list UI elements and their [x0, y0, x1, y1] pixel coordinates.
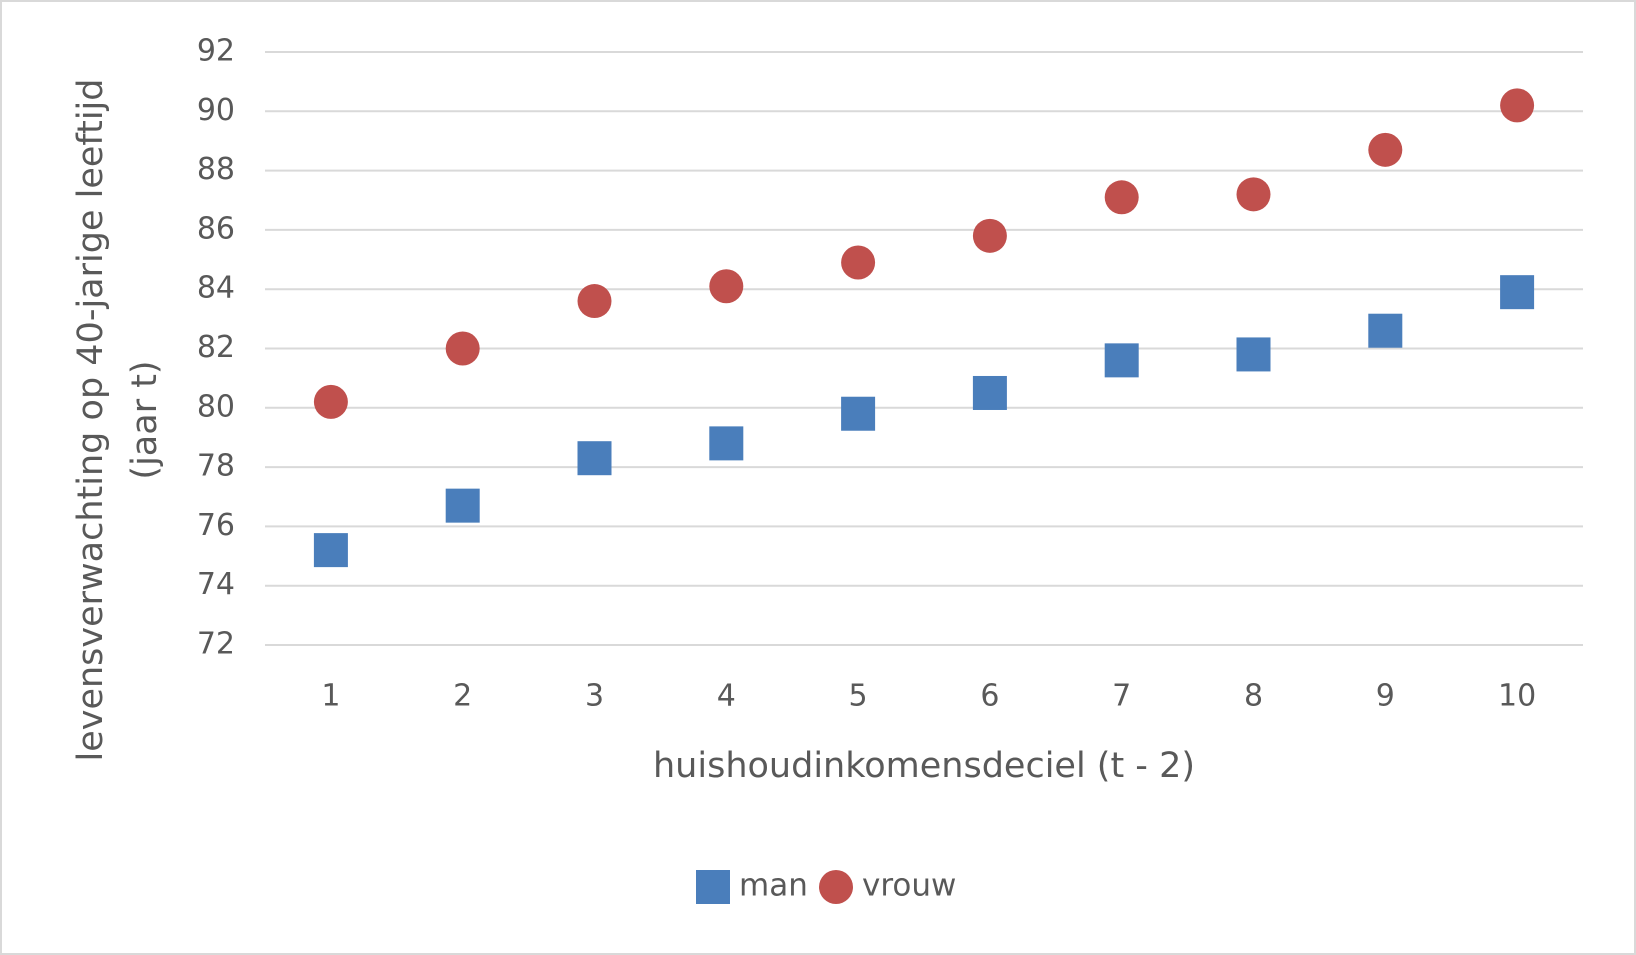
y-tick-label: 86	[197, 211, 235, 246]
point	[972, 375, 1007, 410]
y-tick-label: 82	[197, 330, 235, 365]
y-axis-title: levensverwachting op 40-jarige leeftijd	[71, 79, 111, 762]
x-tick-label: 1	[321, 679, 340, 714]
point	[1236, 337, 1271, 372]
point	[577, 284, 612, 319]
point	[577, 441, 612, 476]
y-tick-label: 72	[197, 627, 235, 662]
point	[1500, 275, 1535, 310]
point	[841, 245, 876, 280]
y-tick-label: 78	[197, 449, 235, 484]
x-tick-label: 6	[980, 679, 999, 714]
y-tick-label: 90	[197, 93, 235, 128]
point	[445, 488, 480, 523]
x-tick-label: 5	[849, 679, 868, 714]
x-tick-label: 10	[1498, 679, 1536, 714]
point	[1368, 132, 1403, 167]
y-tick-label: 76	[197, 508, 235, 543]
y-tick-label: 80	[197, 389, 235, 424]
y-tick-label: 84	[197, 271, 235, 306]
legend-label: man	[739, 868, 808, 904]
x-tick-label: 3	[585, 679, 604, 714]
legend-label: vrouw	[862, 868, 956, 904]
y-axis-title: (jaar t)	[125, 360, 165, 479]
x-tick-label: 8	[1244, 679, 1263, 714]
point	[445, 331, 480, 366]
point	[313, 384, 348, 419]
y-axis-title-line: levensverwachting op 40-jarige leeftijd	[71, 79, 111, 762]
point	[709, 269, 744, 304]
x-axis-title: huishoudinkomensdeciel (t - 2)	[653, 746, 1195, 786]
point	[1104, 180, 1139, 215]
x-tick-label: 9	[1376, 679, 1395, 714]
point	[972, 218, 1007, 253]
y-tick-label: 88	[197, 152, 235, 187]
y-tick-label: 74	[197, 567, 235, 602]
point	[1368, 313, 1403, 348]
legend-marker	[819, 870, 853, 904]
x-tick-label: 2	[453, 679, 472, 714]
x-tick-label: 7	[1112, 679, 1131, 714]
legend-marker	[696, 870, 730, 904]
point	[1500, 88, 1535, 123]
y-axis-title-line: (jaar t)	[125, 360, 165, 479]
point	[313, 533, 348, 568]
point	[1104, 343, 1139, 378]
x-tick-label: 4	[717, 679, 736, 714]
point	[709, 426, 744, 461]
point	[1236, 177, 1271, 212]
y-tick-label: 92	[197, 34, 235, 69]
point	[841, 396, 876, 431]
